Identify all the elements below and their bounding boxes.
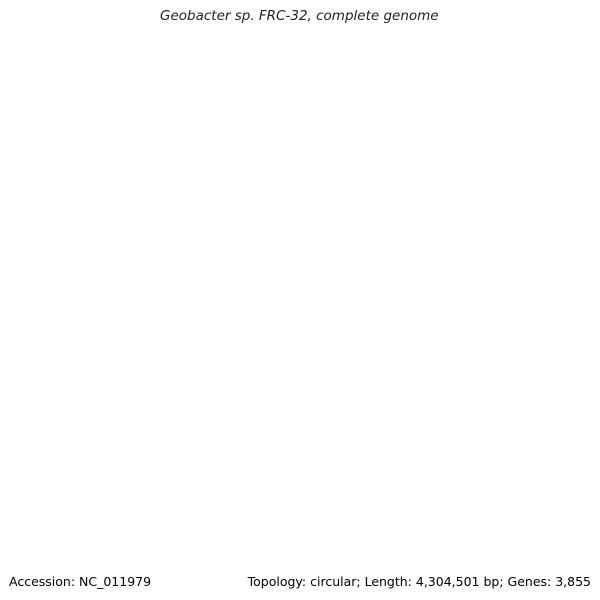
topology-text: Topology: circular; Length: 4,304,501 bp… xyxy=(247,574,591,589)
genome-title: Geobacter sp. FRC-32, complete genome xyxy=(160,8,439,24)
accession-text: Accession: NC_011979 xyxy=(9,574,152,589)
